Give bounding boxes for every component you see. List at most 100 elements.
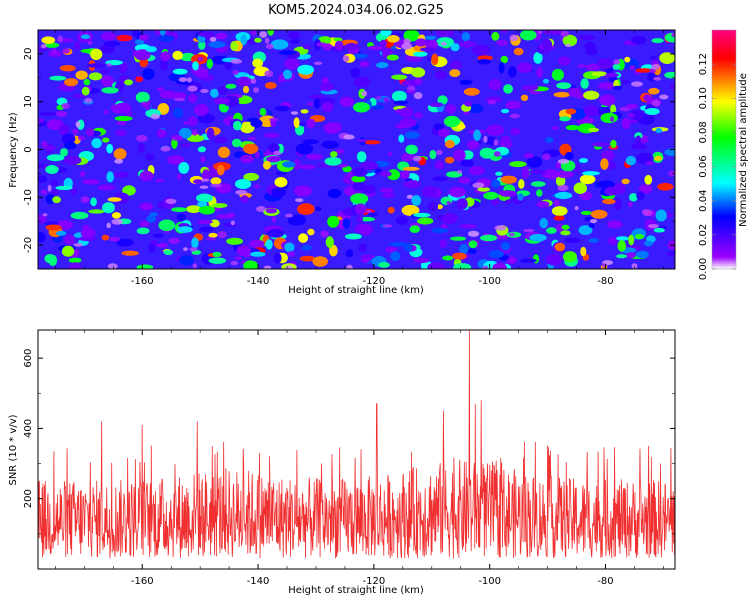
heatmap-cell <box>200 89 209 93</box>
heatmap-cell <box>114 116 133 121</box>
heatmap-cell <box>413 212 431 218</box>
heatmap-cell <box>464 101 473 107</box>
heatmap-cell <box>236 76 252 87</box>
heatmap-cell <box>153 233 164 238</box>
heatmap-cell <box>468 166 485 176</box>
heatmap-cell <box>39 111 57 116</box>
heatmap-cell <box>40 44 47 49</box>
heatmap-cell <box>61 102 70 109</box>
heatmap-cell <box>327 215 340 228</box>
heatmap-cell <box>150 113 160 120</box>
heatmap-cell <box>556 170 574 179</box>
heatmap-cell <box>282 69 293 80</box>
heatmap-cell <box>425 39 439 50</box>
heatmap-cell <box>580 210 593 215</box>
heatmap-cell <box>365 209 373 214</box>
heatmap-cell <box>664 148 675 157</box>
heatmap-cell <box>240 195 249 204</box>
colorbar-tick-label: 0.00 <box>698 258 709 280</box>
heatmap-cell <box>267 228 285 238</box>
heatmap-cell <box>297 64 314 75</box>
heatmap-cell <box>192 263 197 269</box>
heatmap-cell <box>198 40 206 50</box>
heatmap-cell <box>557 184 569 191</box>
heatmap-cell <box>449 69 461 78</box>
heatmap-cell <box>402 166 420 171</box>
heatmap-cell <box>145 153 155 161</box>
heatmap-cell <box>299 255 316 262</box>
heatmap-cell <box>58 124 69 136</box>
heatmap-cell <box>80 228 96 239</box>
heatmap-cell <box>436 149 443 156</box>
heatmap-cell <box>523 153 534 159</box>
heatmap-cell <box>165 198 177 204</box>
heatmap-cell <box>259 31 268 38</box>
heatmap-cell <box>157 103 170 115</box>
heatmap-frame <box>37 29 676 270</box>
heatmap-cell <box>608 236 617 246</box>
heatmap-cell <box>69 262 82 269</box>
heatmap-cell <box>40 189 48 195</box>
heatmap-cell <box>386 54 399 61</box>
heatmap-cell <box>421 185 438 198</box>
heatmap-cell <box>499 190 517 197</box>
heatmap-cell <box>357 139 367 143</box>
heatmap-cell <box>427 262 445 269</box>
heatmap-cell <box>156 129 167 138</box>
heatmap-cell <box>103 41 120 47</box>
heatmap-cell <box>193 104 209 116</box>
heatmap-cell <box>156 243 169 248</box>
heatmap-cell <box>509 34 518 42</box>
heatmap-cell <box>500 135 511 145</box>
heatmap-cell <box>321 102 334 112</box>
heatmap-cell <box>560 30 570 37</box>
heatmap-cell <box>580 78 589 89</box>
heatmap-cell <box>288 214 306 224</box>
heatmap-cell <box>434 160 444 170</box>
heatmap-cell <box>122 185 136 196</box>
heatmap-cell <box>339 96 355 107</box>
heatmap-cell <box>50 179 59 187</box>
heatmap-cell <box>275 171 288 176</box>
heatmap-cell <box>52 196 61 204</box>
heatmap-cell <box>459 79 473 85</box>
heatmap-cell <box>178 162 190 174</box>
heatmap-cell <box>64 141 77 150</box>
heatmap-cell <box>600 95 610 106</box>
heatmap-cell <box>156 87 165 92</box>
bottom-x-axis-label: Height of straight line (km) <box>288 585 424 596</box>
y-tick-label: 600 <box>23 349 34 368</box>
heatmap-cell <box>101 234 110 241</box>
snr-series-line <box>38 330 675 559</box>
heatmap-cell <box>446 201 451 205</box>
heatmap-cell <box>467 140 480 150</box>
heatmap-cell <box>491 179 501 188</box>
heatmap-cell <box>459 224 478 229</box>
heatmap-cell <box>344 43 359 50</box>
heatmap-cell <box>472 44 490 56</box>
heatmap-cell <box>266 155 281 163</box>
heatmap-cell <box>205 237 217 241</box>
heatmap-cell <box>186 205 202 214</box>
heatmap-cell <box>668 170 675 177</box>
heatmap-cell <box>659 52 675 64</box>
heatmap-cell <box>230 220 235 226</box>
heatmap-cell <box>106 222 111 229</box>
heatmap-cell <box>628 201 633 208</box>
heatmap-cell <box>591 71 607 77</box>
heatmap-cell <box>505 100 522 110</box>
heatmap-cell <box>554 191 573 200</box>
heatmap-cell <box>250 78 257 84</box>
heatmap-cell <box>307 228 315 236</box>
heatmap-cell <box>60 148 68 157</box>
heatmap-cell <box>160 51 171 62</box>
heatmap-cell <box>232 70 239 75</box>
heatmap-cell <box>187 85 198 92</box>
heatmap-cell <box>42 213 48 217</box>
heatmap-cell <box>56 230 67 236</box>
heatmap-cell <box>302 139 319 145</box>
heatmap-cell <box>350 67 361 78</box>
heatmap-cell <box>137 143 145 154</box>
y-tick-label: 200 <box>23 489 34 508</box>
heatmap-cell <box>429 149 437 160</box>
